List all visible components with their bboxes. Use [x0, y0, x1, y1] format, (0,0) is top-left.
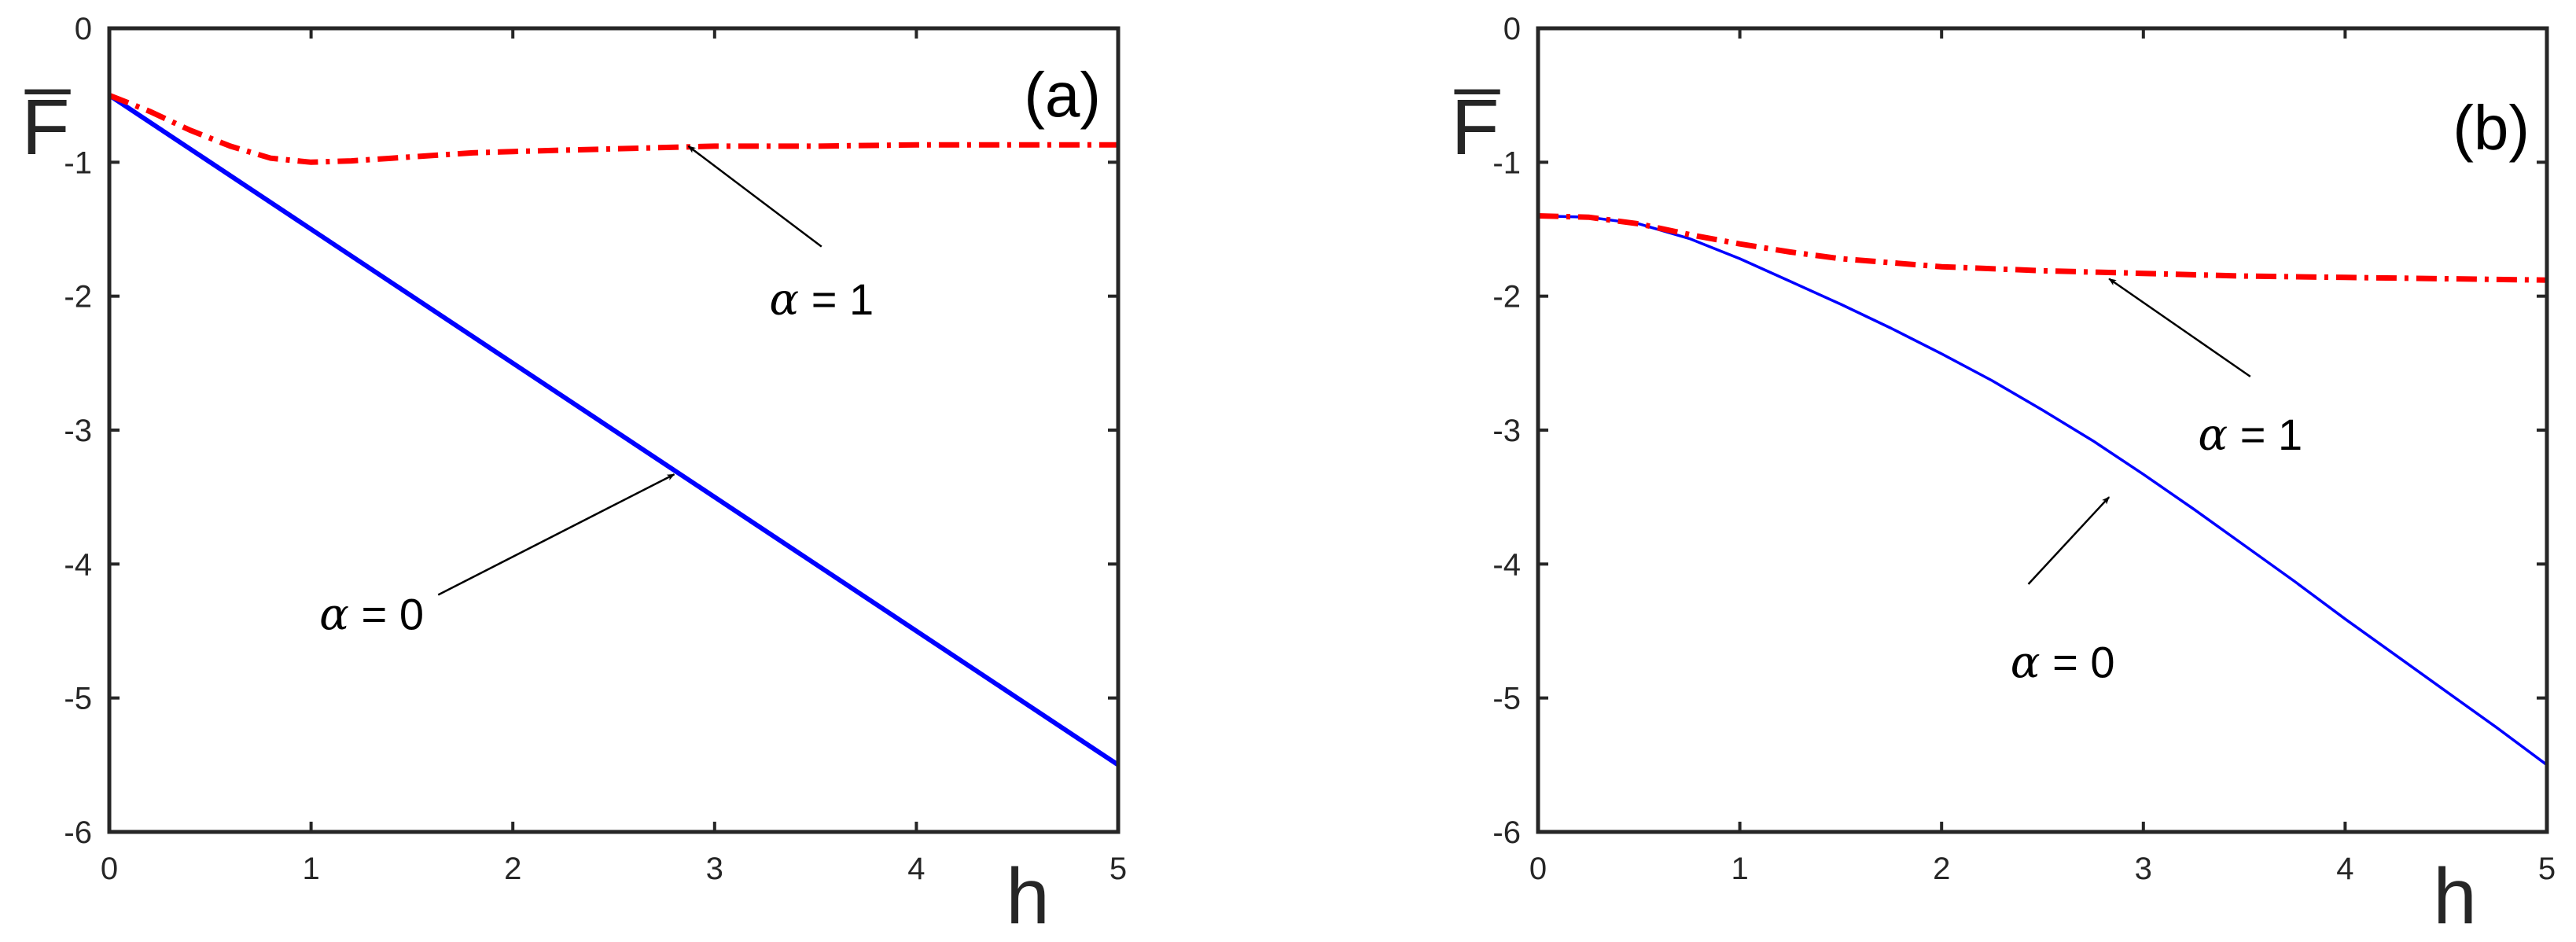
- annotation-text: = 1: [2228, 410, 2302, 459]
- y-tick-label: -4: [1492, 547, 1521, 582]
- annotation-label: α = 0: [2011, 638, 2115, 689]
- x-tick-label: 0: [1529, 852, 1547, 886]
- annotation-arrow: [2027, 496, 2110, 585]
- x-tick-label: 5: [2538, 852, 2556, 886]
- x-tick-label: 5: [1110, 852, 1127, 886]
- y-tick-label: 0: [1503, 12, 1521, 46]
- y-axis-label: F̅: [1451, 83, 1500, 171]
- x-tick-label: 4: [2336, 852, 2353, 886]
- annotation-greek: α: [769, 274, 799, 326]
- x-tick-label: 3: [2135, 852, 2152, 886]
- x-axis-label: h: [2433, 852, 2477, 940]
- x-tick-label: 1: [302, 852, 319, 886]
- annotation-label: α = 0: [319, 589, 424, 640]
- axes-frame: [1536, 26, 2549, 834]
- y-tick-label: -1: [1492, 145, 1521, 180]
- series-line-alpha-1: [1537, 213, 2548, 283]
- x-tick-label: 2: [504, 852, 521, 886]
- annotation-arrow: [437, 473, 675, 596]
- panel-b: 0 1 2 3 4 50-1-2-3-4-5-6 α = 1α = 0 (b) F̅ h: [1451, 12, 2556, 940]
- x-tick-label: 0: [101, 852, 118, 886]
- annotation-text: = 1: [799, 274, 874, 324]
- x-tick-label: 1: [1731, 852, 1748, 886]
- annotation-label: α = 1: [2198, 410, 2302, 461]
- panel-label: (a): [1024, 60, 1101, 130]
- y-tick-label: -3: [1492, 414, 1521, 448]
- annotation-text: = 0: [349, 589, 424, 638]
- series-line-alpha-0: [108, 93, 1120, 767]
- annotation-label: α = 1: [769, 274, 874, 326]
- y-axis-label: F̅: [21, 83, 71, 171]
- series-layer: [108, 92, 1120, 767]
- y-tick-label: -5: [1492, 682, 1521, 716]
- x-tick-label: 2: [1933, 852, 1950, 886]
- annotation-layer: α = 1α = 0: [2011, 278, 2302, 689]
- y-tick-label: 0: [75, 12, 92, 46]
- annotation-text: = 0: [2041, 638, 2115, 687]
- x-tick-label: 3: [706, 852, 723, 886]
- annotation-greek: α: [2011, 638, 2041, 689]
- ticks-layer: 0 1 2 3 4 5 0 -1 -2 -3 -4 -5 -6: [64, 12, 1127, 886]
- annotation-greek: α: [319, 589, 349, 640]
- y-tick-label: -6: [64, 815, 92, 850]
- series-line-alpha-0: [1537, 214, 2548, 767]
- y-tick-label: -2: [1492, 280, 1521, 315]
- x-tick-label: 4: [907, 852, 925, 886]
- y-tick-label: -5: [64, 682, 92, 716]
- x-axis-label: h: [1006, 852, 1050, 940]
- ticks-layer: 0 1 2 3 4 5 0 -1 -2 -3 -4 -5 -6: [1492, 12, 2556, 886]
- y-tick-label: -1: [64, 145, 92, 180]
- series-line-alpha-1: [108, 92, 1118, 165]
- y-tick-label: -6: [1492, 815, 1521, 850]
- series-layer: [1537, 213, 2548, 767]
- panel-label: (b): [2453, 93, 2530, 163]
- y-tick-label: -4: [64, 547, 92, 582]
- y-tick-label: -3: [64, 414, 92, 448]
- annotation-arrow: [2108, 278, 2251, 377]
- annotation-arrow: [687, 145, 822, 248]
- panel-a: 0 1 2 3 4 50-1-2-3-4-5-6 α = 1α = 0 (a) F̅ h: [21, 12, 1127, 940]
- y-tick-label: -2: [64, 280, 92, 315]
- annotation-greek: α: [2198, 410, 2228, 461]
- annotation-layer: α = 1α = 0: [319, 145, 874, 640]
